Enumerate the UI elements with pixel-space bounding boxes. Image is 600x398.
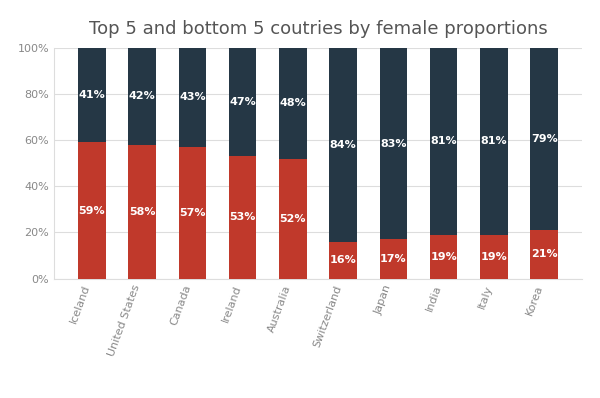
- Bar: [128, 145, 156, 279]
- Bar: [480, 235, 508, 279]
- Text: 83%: 83%: [380, 139, 407, 148]
- Text: 81%: 81%: [481, 136, 507, 146]
- Text: 79%: 79%: [531, 134, 557, 144]
- Bar: [430, 48, 457, 235]
- Text: 58%: 58%: [129, 207, 155, 217]
- Text: 47%: 47%: [229, 97, 256, 107]
- Bar: [229, 156, 256, 279]
- Bar: [179, 48, 206, 147]
- Text: 19%: 19%: [481, 252, 507, 261]
- Bar: [380, 48, 407, 239]
- Bar: [480, 48, 508, 235]
- Bar: [78, 48, 106, 142]
- Bar: [380, 239, 407, 279]
- Text: 41%: 41%: [79, 90, 105, 100]
- Text: 43%: 43%: [179, 92, 206, 102]
- Text: 21%: 21%: [531, 250, 557, 259]
- Bar: [530, 230, 558, 279]
- Bar: [530, 48, 558, 230]
- Text: 42%: 42%: [129, 91, 155, 101]
- Text: 17%: 17%: [380, 254, 407, 264]
- Text: 19%: 19%: [430, 252, 457, 261]
- Text: 81%: 81%: [430, 136, 457, 146]
- Text: 57%: 57%: [179, 208, 206, 218]
- Bar: [329, 48, 357, 242]
- Bar: [329, 242, 357, 279]
- Title: Top 5 and bottom 5 coutries by female proportions: Top 5 and bottom 5 coutries by female pr…: [89, 20, 547, 38]
- Text: 84%: 84%: [330, 140, 356, 150]
- Text: 53%: 53%: [229, 213, 256, 222]
- Bar: [430, 235, 457, 279]
- Text: 48%: 48%: [280, 98, 306, 108]
- Bar: [279, 158, 307, 279]
- Bar: [229, 48, 256, 156]
- Bar: [128, 48, 156, 145]
- Text: 59%: 59%: [79, 205, 105, 215]
- Bar: [179, 147, 206, 279]
- Bar: [78, 142, 106, 279]
- Text: 16%: 16%: [330, 255, 356, 265]
- Bar: [279, 48, 307, 158]
- Text: 52%: 52%: [280, 214, 306, 224]
